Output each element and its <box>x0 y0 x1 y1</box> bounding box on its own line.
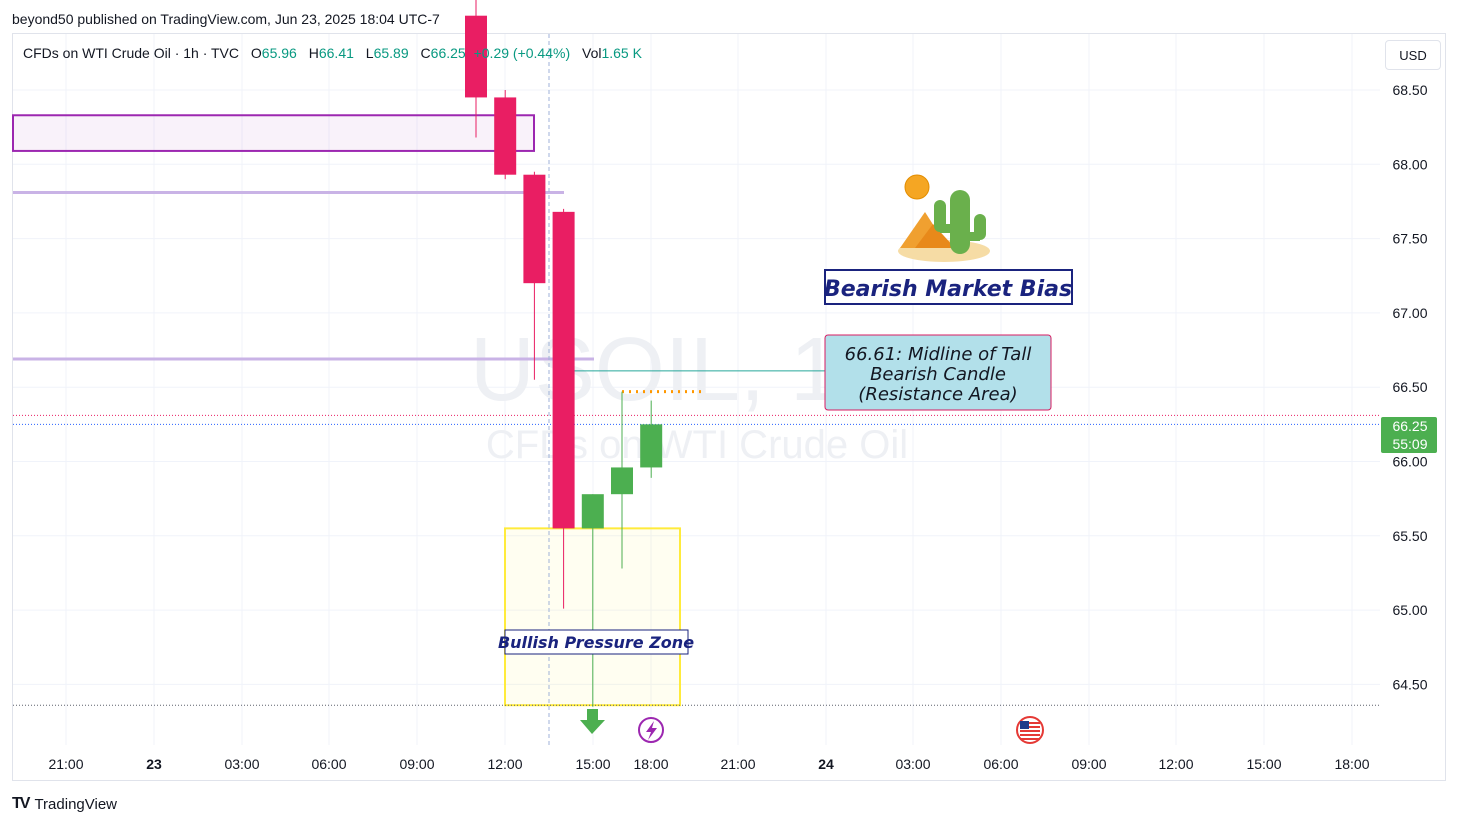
x-tick-label: 09:00 <box>1071 756 1106 772</box>
y-tick-label: 65.50 <box>1392 528 1427 544</box>
candle[interactable] <box>611 391 633 569</box>
resistance-text-line: 66.61: Midline of Tall <box>845 344 1032 365</box>
cactus-arm <box>966 232 980 241</box>
candle-body <box>552 211 575 529</box>
change-value: +0.29 (+0.44%) <box>473 45 571 61</box>
cactus-trunk <box>950 190 970 254</box>
low-value: 65.89 <box>373 45 409 61</box>
resistance-box <box>824 334 1052 411</box>
x-tick-label: 21:00 <box>720 756 755 772</box>
low-label: L <box>365 45 374 61</box>
candle[interactable] <box>640 400 663 478</box>
x-tick-label: 18:00 <box>1334 756 1369 772</box>
candle[interactable] <box>552 208 575 609</box>
flag-stripe <box>1020 734 1040 736</box>
high-label: H <box>308 45 319 61</box>
x-tick-label: 12:00 <box>487 756 522 772</box>
supply-zone[interactable] <box>12 114 535 152</box>
y-tick-label: 68.00 <box>1392 156 1427 172</box>
volume-label: Vol <box>582 45 602 61</box>
arrow-head <box>580 720 605 734</box>
publisher-line: beyond50 published on TradingView.com, J… <box>12 11 440 27</box>
price-tag-countdown: 55:09 <box>1392 436 1427 452</box>
bias-text: Bearish Market Bias <box>824 277 1072 302</box>
tradingview-brand[interactable]: TV TradingView <box>12 795 117 813</box>
x-tick-label: 03:00 <box>224 756 259 772</box>
resistance-text-line: (Resistance Area) <box>858 384 1017 405</box>
x-tick-label: 09:00 <box>399 756 434 772</box>
brand-label: TradingView <box>34 795 117 813</box>
bullish-pressure-text: Bullish Pressure Zone <box>498 633 694 652</box>
candle[interactable] <box>465 0 487 138</box>
ohlc-legend: CFDs on WTI Crude Oil · 1h · TVC O65.96 … <box>23 45 642 61</box>
bias-box <box>824 269 1073 305</box>
y-tick-label: 67.50 <box>1392 231 1427 247</box>
y-tick-label: 66.00 <box>1392 454 1427 470</box>
us-flag-economic-event-icon[interactable] <box>1016 716 1044 744</box>
x-tick-label: 06:00 <box>983 756 1018 772</box>
x-tick-label: 24 <box>818 756 834 772</box>
flag-stripe <box>1020 730 1040 732</box>
symbol-line[interactable]: CFDs on WTI Crude Oil · 1h · TVC <box>23 45 240 61</box>
x-tick-label: 21:00 <box>48 756 83 772</box>
flag-canton <box>1020 721 1029 729</box>
watermark-symbol: USOIL, 1h <box>470 320 890 420</box>
last-price-tag[interactable]: 66.25 55:09 <box>1381 417 1437 453</box>
x-tick-label: 18:00 <box>633 756 668 772</box>
x-tick-label: 15:00 <box>1246 756 1281 772</box>
x-tick-label: 15:00 <box>575 756 610 772</box>
bolt-shape <box>646 721 657 740</box>
candle-body <box>523 174 546 284</box>
resistance-text-line: Bearish Candle <box>870 364 1006 385</box>
sun-shape <box>904 174 930 200</box>
tradingview-logo-icon: TV <box>12 795 31 812</box>
open-label: O <box>250 45 262 61</box>
bearish-bias-annotation[interactable]: Bearish Market Bias <box>824 269 1073 305</box>
x-tick-label: 12:00 <box>1158 756 1193 772</box>
flag-stripe <box>1020 726 1040 728</box>
y-tick-label: 67.00 <box>1392 305 1427 321</box>
y-tick-label: 68.50 <box>1392 82 1427 98</box>
currency-button[interactable]: USD <box>1385 40 1441 70</box>
y-tick-label: 65.00 <box>1392 602 1427 618</box>
high-value: 66.41 <box>318 45 354 61</box>
bullish-pressure-label[interactable]: Bullish Pressure Zone <box>498 629 694 655</box>
open-value: 65.96 <box>261 45 297 61</box>
label-box <box>504 629 689 655</box>
close-value: 66.25 <box>430 45 466 61</box>
x-tick-label: 06:00 <box>311 756 346 772</box>
rock-shape <box>915 224 955 248</box>
flag-stripe <box>1020 722 1040 724</box>
x-tick-label: 23 <box>146 756 162 772</box>
cactus-desert-icon <box>898 174 990 262</box>
dividend-arrow-icon[interactable] <box>580 709 605 734</box>
flag-stripe <box>1020 738 1040 740</box>
candle-body <box>640 424 663 468</box>
candle-body <box>581 494 604 529</box>
earnings-bolt-icon[interactable] <box>638 717 664 743</box>
candle[interactable] <box>494 90 517 180</box>
candle[interactable] <box>523 171 546 380</box>
candle-body <box>611 467 633 495</box>
candle-body <box>494 97 517 175</box>
y-tick-label: 66.50 <box>1392 379 1427 395</box>
price-tag-box <box>1381 417 1437 453</box>
y-tick-label: 64.50 <box>1392 676 1427 692</box>
chart-frame <box>12 33 1446 781</box>
candle[interactable] <box>581 494 604 707</box>
candle-body <box>465 15 487 98</box>
volume-value: 1.65 K <box>601 45 642 61</box>
close-label: C <box>420 45 431 61</box>
x-tick-label: 03:00 <box>895 756 930 772</box>
price-tag-value: 66.25 <box>1392 418 1427 434</box>
cactus-arm <box>940 224 954 233</box>
arrow-stem <box>587 709 598 721</box>
